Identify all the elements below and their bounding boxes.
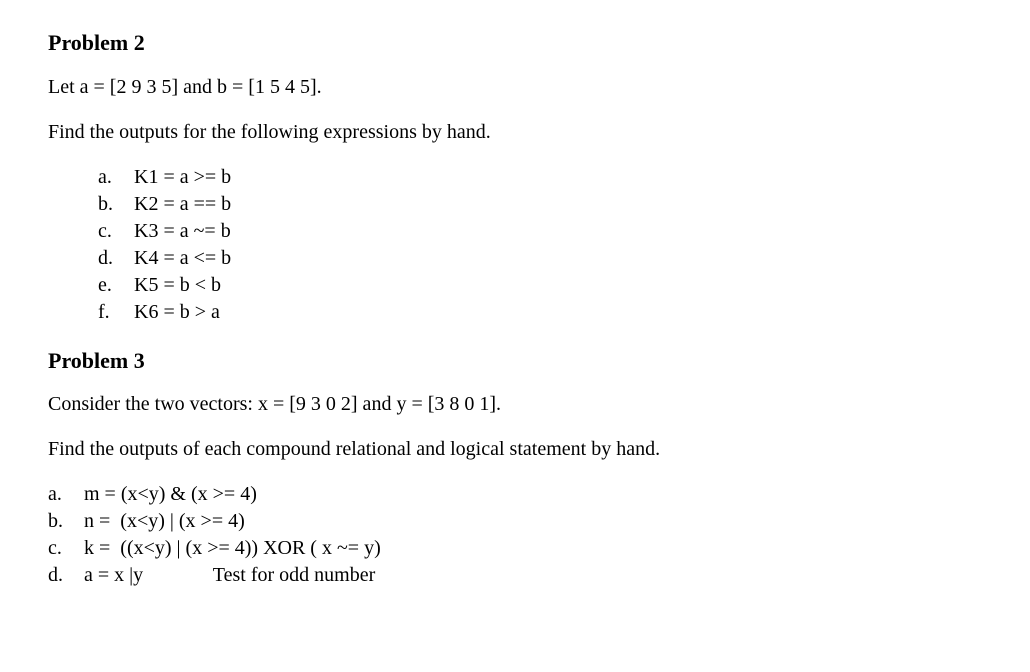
problem-2-list: a. K1 = a >= b b. K2 = a == b c. K3 = a … [98, 164, 982, 326]
list-item: c. k = ((x<y) | (x >= 4)) XOR ( x ~= y) [48, 535, 982, 562]
list-item: a. K1 = a >= b [98, 164, 982, 191]
list-item: c. K3 = a ~= b [98, 218, 982, 245]
problem-3-title: Problem 3 [48, 346, 982, 376]
problem-3-intro: Consider the two vectors: x = [9 3 0 2] … [48, 391, 982, 418]
problem-2-title: Problem 2 [48, 28, 982, 58]
list-text: K6 = b > a [134, 299, 982, 326]
list-marker: e. [98, 272, 134, 299]
list-item: f. K6 = b > a [98, 299, 982, 326]
list-text: K2 = a == b [134, 191, 982, 218]
problem-3-instruction: Find the outputs of each compound relati… [48, 436, 982, 463]
list-marker: f. [98, 299, 134, 326]
list-marker: d. [48, 562, 84, 589]
list-marker: c. [98, 218, 134, 245]
list-text: K4 = a <= b [134, 245, 982, 272]
list-item: b. n = (x<y) | (x >= 4) [48, 508, 982, 535]
list-marker: b. [48, 508, 84, 535]
list-marker: c. [48, 535, 84, 562]
list-text: K5 = b < b [134, 272, 982, 299]
list-item: b. K2 = a == b [98, 191, 982, 218]
list-marker: d. [98, 245, 134, 272]
list-text: k = ((x<y) | (x >= 4)) XOR ( x ~= y) [84, 535, 982, 562]
problem-3-list: a. m = (x<y) & (x >= 4) b. n = (x<y) | (… [48, 481, 982, 589]
list-text: n = (x<y) | (x >= 4) [84, 508, 982, 535]
problem-2-intro: Let a = [2 9 3 5] and b = [1 5 4 5]. [48, 74, 982, 101]
problem-2-instruction: Find the outputs for the following expre… [48, 119, 982, 146]
list-item: e. K5 = b < b [98, 272, 982, 299]
list-text: a = x |y Test for odd number [84, 562, 982, 589]
list-item: a. m = (x<y) & (x >= 4) [48, 481, 982, 508]
list-marker: a. [48, 481, 84, 508]
list-text: m = (x<y) & (x >= 4) [84, 481, 982, 508]
list-item: d. K4 = a <= b [98, 245, 982, 272]
list-text: K1 = a >= b [134, 164, 982, 191]
list-item: d. a = x |y Test for odd number [48, 562, 982, 589]
list-marker: b. [98, 191, 134, 218]
list-marker: a. [98, 164, 134, 191]
list-text: K3 = a ~= b [134, 218, 982, 245]
